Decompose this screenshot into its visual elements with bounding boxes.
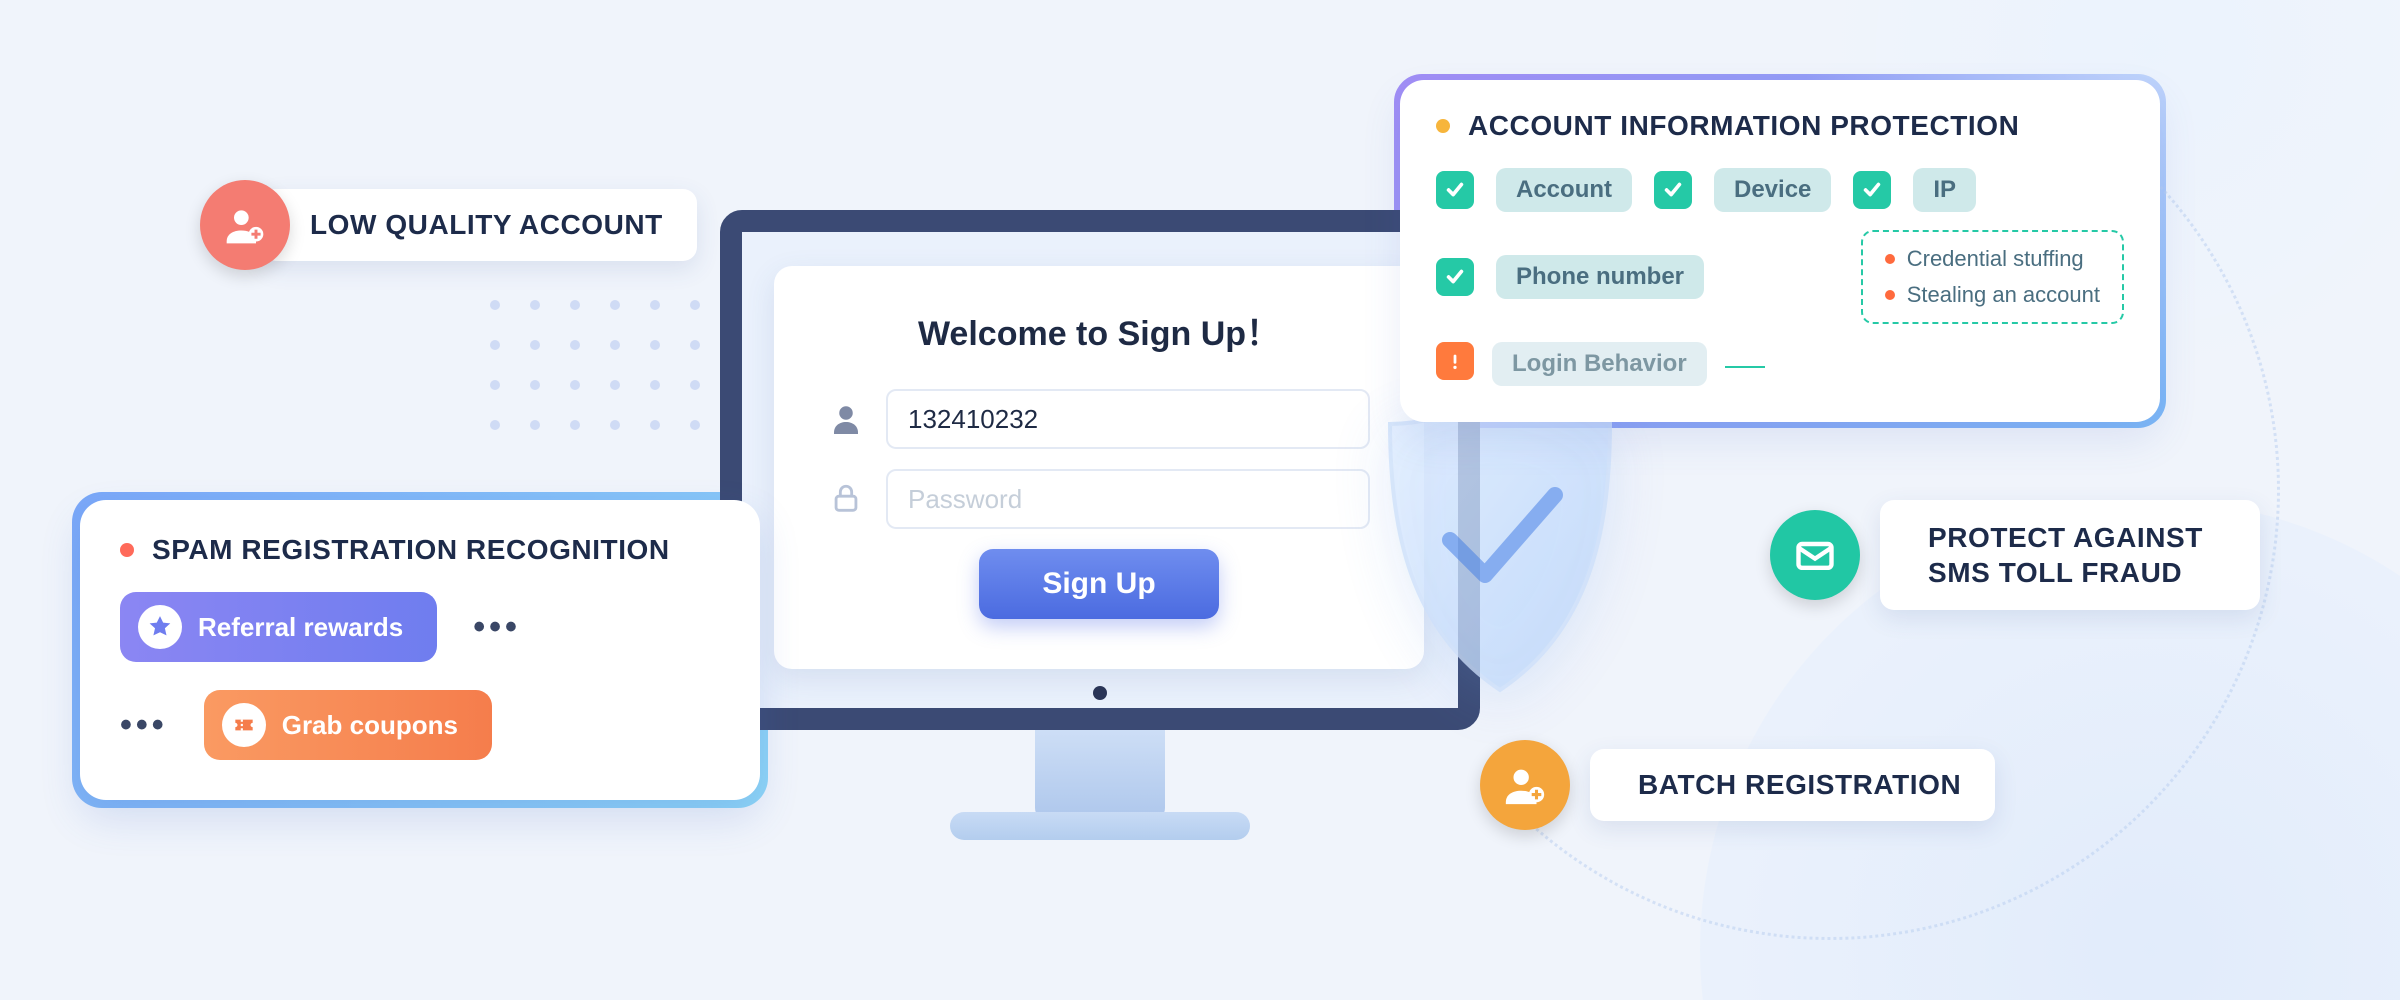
card-title: ACCOUNT INFORMATION PROTECTION xyxy=(1468,110,2019,142)
signup-card: Welcome to Sign Up！ Sign Up xyxy=(774,266,1424,669)
tags-row: Phone number Credential stuffing Stealin… xyxy=(1436,230,2124,324)
tag-device: Device xyxy=(1714,168,1831,212)
warn-icon xyxy=(1436,342,1474,380)
callout-low-quality: LOW QUALITY ACCOUNT xyxy=(200,180,697,270)
bullet-dot xyxy=(1436,119,1450,133)
bullet-dot xyxy=(120,543,134,557)
star-icon xyxy=(138,605,182,649)
envelope-icon xyxy=(1770,510,1860,600)
bullet-dot xyxy=(1885,254,1895,264)
bg-dots-grid xyxy=(490,300,744,434)
behavior-item: Credential stuffing xyxy=(1907,246,2084,272)
callout-label: BATCH REGISTRATION xyxy=(1590,749,1995,821)
chip-referral-rewards[interactable]: Referral rewards xyxy=(120,592,437,662)
signup-title: Welcome to Sign Up！ xyxy=(828,306,1370,355)
check-icon xyxy=(1853,171,1891,209)
spam-registration-card: SPAM REGISTRATION RECOGNITION Referral r… xyxy=(80,500,760,800)
card-title: SPAM REGISTRATION RECOGNITION xyxy=(152,534,670,566)
password-field-row xyxy=(828,469,1370,529)
tag-login-behavior: Login Behavior xyxy=(1492,342,1707,386)
chip-grab-coupons[interactable]: Grab coupons xyxy=(204,690,492,760)
ellipsis-icon: ••• xyxy=(120,706,168,745)
person-icon xyxy=(828,401,864,437)
user-plus-icon xyxy=(200,180,290,270)
callout-label: PROTECT AGAINST SMS TOLL FRAUD xyxy=(1880,500,2260,610)
tag-phone: Phone number xyxy=(1496,255,1704,299)
tag-account: Account xyxy=(1496,168,1632,212)
monitor-screen: Welcome to Sign Up！ Sign Up xyxy=(720,210,1480,730)
behavior-item: Stealing an account xyxy=(1907,282,2100,308)
connector-line xyxy=(1725,366,1765,368)
tags-row: Login Behavior xyxy=(1436,342,2124,386)
monitor-camera-dot xyxy=(1093,686,1107,700)
behaviors-box: Credential stuffing Stealing an account xyxy=(1861,230,2124,324)
password-input[interactable] xyxy=(886,469,1370,529)
ticket-icon xyxy=(222,703,266,747)
chip-label: Referral rewards xyxy=(198,612,403,643)
check-icon xyxy=(1436,258,1474,296)
user-plus-icon xyxy=(1480,740,1570,830)
callout-batch-registration: BATCH REGISTRATION xyxy=(1480,740,1995,830)
account-protection-card: ACCOUNT INFORMATION PROTECTION Account D… xyxy=(1400,80,2160,422)
monitor-foot xyxy=(950,812,1250,840)
tags-row: Account Device IP xyxy=(1436,168,2124,212)
username-field-row xyxy=(828,389,1370,449)
signup-button[interactable]: Sign Up xyxy=(979,549,1219,619)
tag-ip: IP xyxy=(1913,168,1976,212)
lock-icon xyxy=(828,481,864,517)
bullet-dot xyxy=(1885,290,1895,300)
shield-icon xyxy=(1370,380,1630,700)
check-icon xyxy=(1436,171,1474,209)
callout-sms-fraud: PROTECT AGAINST SMS TOLL FRAUD xyxy=(1770,500,2260,610)
monitor-base xyxy=(1035,730,1165,820)
callout-label: LOW QUALITY ACCOUNT xyxy=(262,189,697,261)
username-input[interactable] xyxy=(886,389,1370,449)
chip-label: Grab coupons xyxy=(282,710,458,741)
ellipsis-icon: ••• xyxy=(473,608,521,647)
check-icon xyxy=(1654,171,1692,209)
signup-monitor: Welcome to Sign Up！ Sign Up xyxy=(720,210,1480,840)
